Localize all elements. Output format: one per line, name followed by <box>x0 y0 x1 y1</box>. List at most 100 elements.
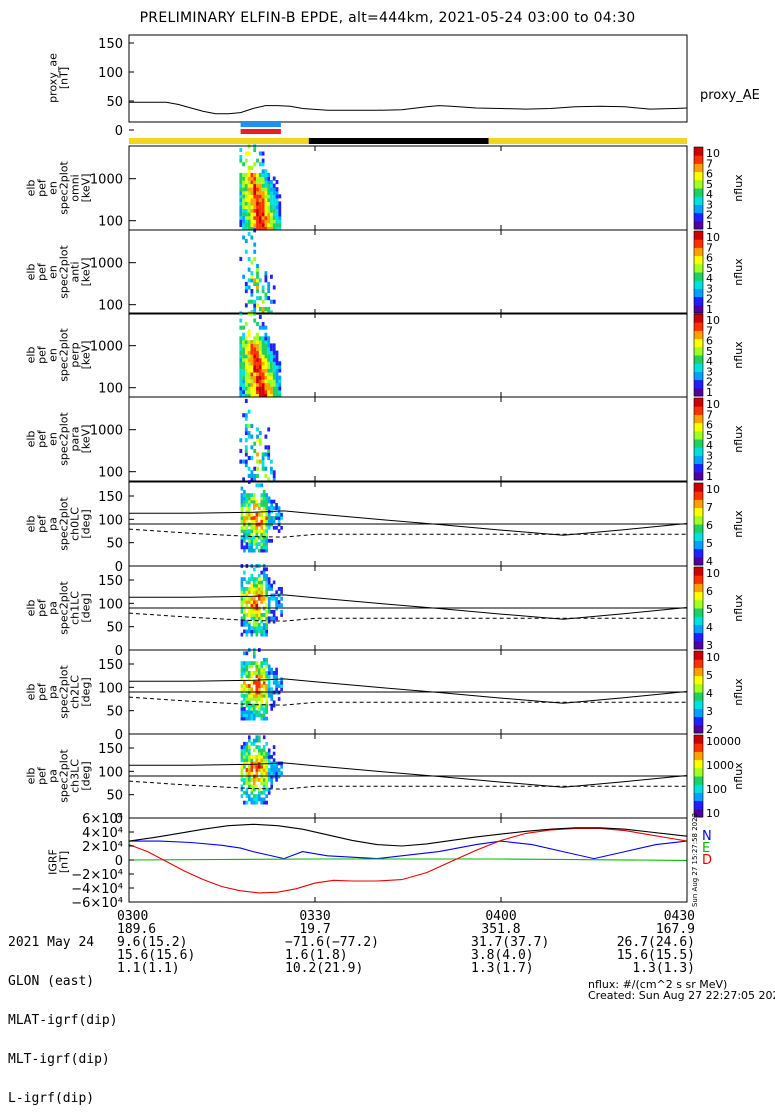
spec-0-cell <box>250 194 254 199</box>
proxy-ae-yticklabel-2: 100 <box>98 66 123 81</box>
spec-2-cbar-label-text: nflux <box>732 341 745 369</box>
spec-0-cell <box>278 226 282 231</box>
spec-0-cell <box>258 222 262 227</box>
spec-3-cbar-label-text: nflux <box>732 425 745 453</box>
pa-0-cell <box>240 516 244 520</box>
pa-3-cell <box>258 794 261 798</box>
pa-1-cell <box>240 593 244 598</box>
pa-1-yticklabel-1: 50 <box>106 621 123 636</box>
spec-1-cbar-seg-9 <box>694 231 703 240</box>
pa-3-cell <box>240 777 244 782</box>
spec-0-cell <box>264 190 268 195</box>
pa-0-cell <box>265 548 268 553</box>
spec-3-cell <box>272 477 276 482</box>
pa-1-cell <box>272 580 276 585</box>
pa-0-cell <box>267 506 271 511</box>
pa-3-cell <box>258 751 261 756</box>
spec-0-cell <box>239 205 243 210</box>
spec-3-ylabel-line-1: pef <box>36 429 49 448</box>
pa-0-cell <box>272 516 276 520</box>
pa-3-cell <box>240 768 244 772</box>
pa-2-cell <box>248 693 251 698</box>
pa-0-ylabel-line-1: pef <box>36 514 49 533</box>
pa-2-cell <box>248 684 251 688</box>
footer-value-c3-r4: 1.3(1.3) <box>632 961 695 976</box>
spec-3-cbar-tick-2: 6 <box>706 419 713 432</box>
pa-2-cell <box>243 700 246 705</box>
pa-0-cell <box>245 493 249 497</box>
pa-0-cell <box>267 512 271 517</box>
pa-3-cell <box>245 761 249 766</box>
spec-0-cell <box>244 212 248 217</box>
spec-1-cbar-tick-5: 3 <box>706 282 713 295</box>
pa-3-cell <box>272 758 276 763</box>
pa-2-cell <box>240 667 244 672</box>
spec-0-cell <box>258 201 262 206</box>
spec-2-cell <box>261 343 265 348</box>
spec-2-cell <box>270 372 273 377</box>
footer-value-c0-r2: 9.6(15.2) <box>117 935 188 950</box>
pa-1-cell <box>275 596 278 601</box>
spec-2-cell <box>244 347 248 352</box>
pa-1-cell <box>250 626 254 630</box>
pa-1-cell <box>280 590 283 595</box>
spec-1-yticklabel-0: 100 <box>98 299 123 314</box>
pa-1-cell <box>270 583 273 588</box>
spec-2-cell <box>258 343 262 348</box>
spec-1-cell <box>267 306 271 311</box>
spec-1-cell <box>261 306 265 311</box>
pa-0-cell <box>265 499 268 504</box>
pa-3-cell <box>258 768 261 772</box>
pa-0-cell <box>248 538 251 543</box>
spec-0-cell <box>258 226 262 231</box>
spec-0-cell <box>258 183 262 188</box>
pa-2-cbar-seg-3 <box>694 700 703 709</box>
pa-0-cell <box>272 525 276 530</box>
pa-1-cell <box>240 590 244 595</box>
pa-3-cbar-tick-2: 100 <box>706 783 727 796</box>
pa-1-cell <box>253 603 256 608</box>
spec-2-cbar-tick-3: 5 <box>706 345 713 358</box>
spec-2-cell <box>258 382 262 387</box>
pa-1-cell <box>267 600 271 604</box>
spec-1-cbar-seg-4 <box>694 272 703 281</box>
spec-0-cell <box>270 197 273 202</box>
spec-0-cell <box>247 215 251 220</box>
pa-0-cell <box>245 545 249 550</box>
spec-3-cell <box>244 452 248 457</box>
spec-0-cell <box>250 165 254 170</box>
spec-1-cell <box>244 249 248 254</box>
spec-2-cbar-frame <box>693 313 704 397</box>
pa-0-cell <box>265 542 268 546</box>
pa-3-cell <box>255 777 259 782</box>
pa-0-cell <box>265 529 268 533</box>
spec-0-cell <box>258 205 262 210</box>
spec-2-cell <box>258 325 262 330</box>
spec-0-cell <box>242 226 245 231</box>
footer-label-mlt: MLT-igrf(dip) <box>8 1052 110 1067</box>
spec-2-cell <box>258 375 262 380</box>
spec-1-cell <box>253 299 257 304</box>
spec-2-ylabel-line-2: en <box>47 348 60 362</box>
pa-1-cell <box>258 577 261 581</box>
pa-0-cell <box>255 512 259 517</box>
spec-2-cell <box>256 354 259 359</box>
pa-0-cell <box>253 535 256 540</box>
pa-0-cell <box>248 506 251 511</box>
pa-3-cell <box>265 758 268 763</box>
pa-3-cell <box>267 758 271 763</box>
pa-1-cell <box>243 622 246 627</box>
spec-1-cell <box>256 296 259 301</box>
pa-0-cell <box>248 496 251 501</box>
spec-3-cell <box>244 459 248 464</box>
igrf-ylabel-line-0: IGRF <box>47 849 60 875</box>
pa-0-cell <box>272 519 276 524</box>
spec-2-cell <box>278 361 282 366</box>
pa-0-cell <box>243 499 246 504</box>
pa-3-cell <box>240 751 244 756</box>
spec-0-cbar-tick-7: 1 <box>706 219 713 232</box>
pa-2-cell <box>243 710 246 714</box>
pa-2-cell <box>243 664 246 669</box>
pa-3-cell <box>250 761 254 766</box>
